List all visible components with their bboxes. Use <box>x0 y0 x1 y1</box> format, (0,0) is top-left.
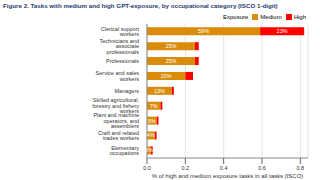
svg-text:Service and salesworkers: Service and salesworkers <box>96 70 140 82</box>
svg-text:25%: 25% <box>165 43 176 49</box>
svg-text:% of high and medium exposure: % of high and medium exposure tasks in a… <box>152 173 304 179</box>
svg-text:2%: 2% <box>145 147 153 153</box>
svg-text:13%: 13% <box>154 88 165 94</box>
svg-text:Clerical supportworkers: Clerical supportworkers <box>101 26 140 37</box>
svg-text:Professionals: Professionals <box>106 58 139 64</box>
svg-text:Plant and machineoperators, an: Plant and machineoperators, andassembler… <box>93 112 139 129</box>
svg-text:Elementaryoccupations: Elementaryoccupations <box>110 145 140 157</box>
svg-text:23%: 23% <box>277 28 288 34</box>
svg-text:0.2: 0.2 <box>182 165 190 171</box>
svg-text:0.4: 0.4 <box>220 165 228 171</box>
svg-text:20%: 20% <box>161 73 172 79</box>
svg-text:Craft and relatedtrades worker: Craft and relatedtrades workers <box>98 130 139 142</box>
svg-text:Managers: Managers <box>115 88 140 94</box>
svg-text:7%: 7% <box>150 103 158 109</box>
svg-text:Technicians andassociateprofes: Technicians andassociateprofessionals <box>100 38 140 55</box>
svg-text:5%: 5% <box>148 118 156 124</box>
svg-text:4%: 4% <box>147 132 155 138</box>
svg-text:0.8: 0.8 <box>297 165 305 171</box>
svg-text:0.0: 0.0 <box>143 165 151 171</box>
svg-text:59%: 59% <box>198 28 209 34</box>
svg-text:0.6: 0.6 <box>258 165 266 171</box>
svg-text:25%: 25% <box>165 58 176 64</box>
